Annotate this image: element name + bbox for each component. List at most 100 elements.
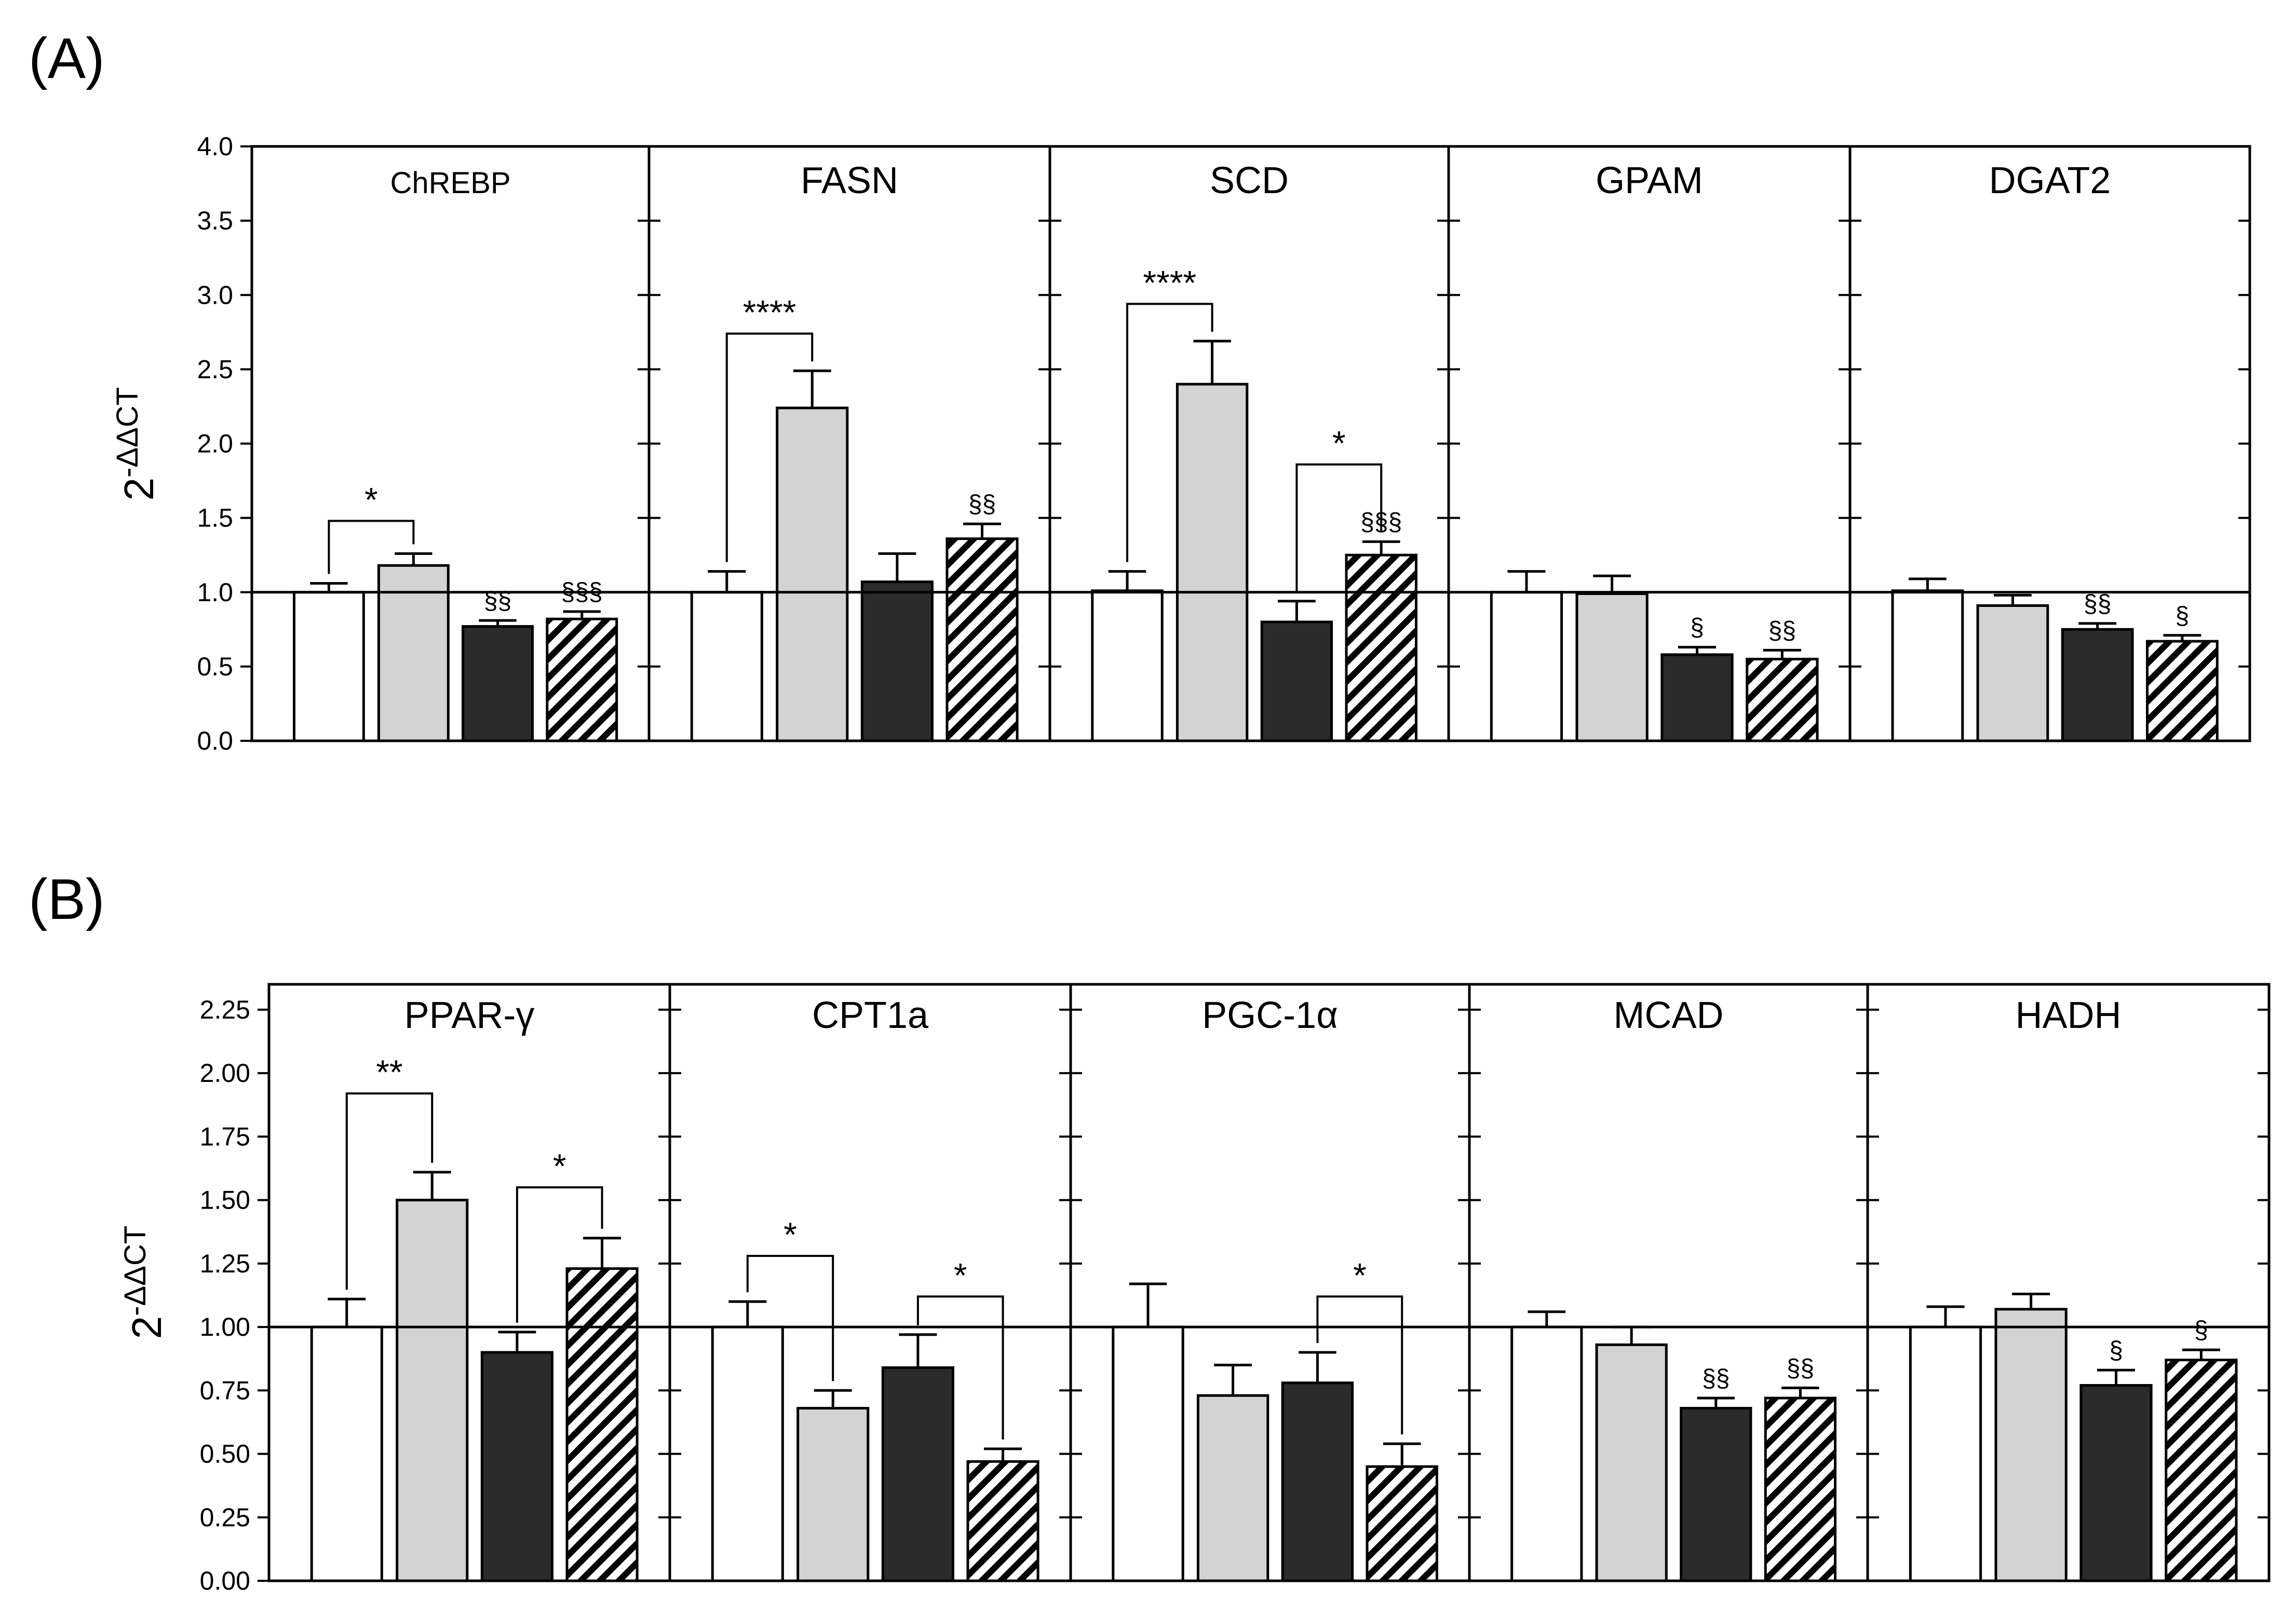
bar-group4: [2165, 1359, 2238, 1582]
subplot-title: SCD: [1210, 160, 1289, 201]
bar-group4: [1746, 658, 1819, 742]
bar-control: [1091, 589, 1164, 742]
bar-group3: [860, 580, 934, 742]
subplot-title: MCAD: [1614, 995, 1724, 1036]
subplot-title: GPAM: [1596, 160, 1703, 201]
comparison-bracket: [328, 520, 415, 574]
y-tick-label: 3.0: [197, 280, 233, 309]
bar-group4: [565, 1267, 639, 1582]
comparison-bracket: [1126, 303, 1213, 562]
y-tick-label: 1.00: [200, 1312, 250, 1341]
bar-group3: [1680, 1407, 1752, 1582]
significance-mark: §§: [1787, 1354, 1814, 1382]
bar-group4: [1366, 1465, 1438, 1582]
bar-group2: [776, 406, 849, 742]
significance-mark: §: [2194, 1317, 2208, 1344]
bar-group2: [377, 564, 450, 742]
bar-group2: [396, 1199, 469, 1582]
panel-b-chart: 2-ΔΔCT 0.00 0.25 0.50 0.75 1.00 1.25 1.50 1.75 2.…: [118, 983, 2271, 1595]
y-tick-label: 2.00: [200, 1059, 250, 1088]
bar-group2: [796, 1407, 870, 1582]
y-tick-label: 0.0: [197, 726, 233, 755]
y-tick-label: 2.25: [200, 995, 250, 1024]
comparison-bracket: [1316, 1295, 1403, 1434]
subplot-title: PPAR-γ: [404, 995, 535, 1036]
bar-control: [1490, 591, 1563, 742]
bar-control: [310, 1325, 383, 1582]
subplot-title: HADH: [2015, 995, 2121, 1036]
comparison-bracket: [516, 1186, 603, 1323]
y-tick-label: 1.25: [200, 1249, 250, 1278]
y-tick-label: 1.50: [200, 1186, 250, 1215]
bar-group3: [1260, 620, 1333, 742]
bar-group3: [2061, 628, 2134, 742]
bar-control: [690, 591, 763, 742]
y-tick-label: 3.5: [197, 206, 233, 235]
bar-group4: [1345, 553, 1417, 742]
bar-group3: [2079, 1384, 2153, 1582]
y-axis-label-base: 2: [116, 478, 162, 501]
panel-a-chart: 2-ΔΔCT 0.0 0.5 1.0 1.5 2.0 2.5 3.0 3.5 4.0 ChREBP §…: [111, 132, 2251, 755]
bar-group4: [2145, 640, 2219, 742]
bar-control: [292, 591, 365, 742]
subplot-title: ChREBP: [390, 166, 510, 200]
y-tick-label: 0.25: [200, 1503, 250, 1532]
y-axis-label: 2-ΔΔCT: [111, 387, 162, 501]
subplot-frame: [1866, 983, 2271, 1582]
significance-mark: §§: [968, 491, 996, 518]
panel-label-a: (A): [29, 26, 105, 90]
bar-group3: [1660, 653, 1734, 742]
significance-mark: §: [2109, 1337, 2123, 1364]
bar-control: [1891, 589, 1964, 742]
y-tick-label: 2.0: [197, 429, 233, 458]
bar-group2: [1595, 1343, 1668, 1582]
subplot-title: FASN: [801, 160, 898, 201]
bar-control: [1510, 1325, 1583, 1582]
y-tick-label: 2.5: [197, 355, 233, 384]
bar-group2: [1976, 604, 2049, 742]
comparison-label: *: [553, 1147, 566, 1185]
bar-group3: [881, 1366, 954, 1582]
comparison-bracket: [746, 1255, 834, 1381]
y-axis-label-sup: -ΔΔCT: [118, 1226, 152, 1316]
comparison-label: *: [1332, 424, 1346, 463]
comparison-bracket: [345, 1092, 434, 1290]
significance-mark: §§: [2084, 590, 2111, 618]
subplot-title: PGC-1α: [1202, 995, 1338, 1036]
panel-label-b: (B): [29, 868, 105, 931]
comparison-label: *: [784, 1215, 797, 1254]
y-tick-label: 0.00: [200, 1566, 250, 1595]
comparison-label: *: [1353, 1256, 1367, 1294]
y-axis-label: 2-ΔΔCT: [118, 1226, 170, 1339]
bar-group4: [946, 537, 1019, 742]
bar-group3: [480, 1351, 553, 1582]
bar-group2: [1196, 1394, 1269, 1582]
y-tick-label: 1.0: [197, 578, 233, 607]
y-tick-label: 0.5: [197, 652, 233, 681]
comparison-label: ****: [1143, 263, 1196, 302]
y-axis-label-base: 2: [124, 1316, 170, 1339]
y-tick-label: 0.50: [200, 1440, 250, 1469]
y-tick-label: 4.0: [197, 132, 233, 161]
bar-control: [1909, 1325, 1982, 1582]
bar-group2: [1575, 592, 1649, 742]
comparison-label: *: [954, 1256, 967, 1294]
y-tick-label: 0.75: [200, 1376, 250, 1405]
significance-mark: §§: [1768, 617, 1796, 644]
bar-group4: [966, 1460, 1039, 1582]
bar-group3: [1281, 1381, 1354, 1582]
bar-group4: [546, 617, 618, 742]
comparison-bracket: [1295, 463, 1383, 592]
bar-control: [711, 1325, 784, 1582]
subplot-title: CPT1a: [812, 995, 929, 1036]
significance-mark: §: [2176, 602, 2190, 630]
y-axis-label-sup: -ΔΔCT: [111, 387, 144, 478]
significance-mark: §§: [1702, 1365, 1730, 1392]
bar-group2: [1994, 1308, 2068, 1582]
subplot-title: DGAT2: [1989, 160, 2111, 201]
bar-control: [1112, 1325, 1184, 1582]
y-tick-label: 1.75: [200, 1122, 250, 1151]
bar-group2: [1176, 383, 1249, 742]
bar-group3: [462, 625, 534, 742]
y-tick-label: 1.5: [197, 504, 233, 533]
